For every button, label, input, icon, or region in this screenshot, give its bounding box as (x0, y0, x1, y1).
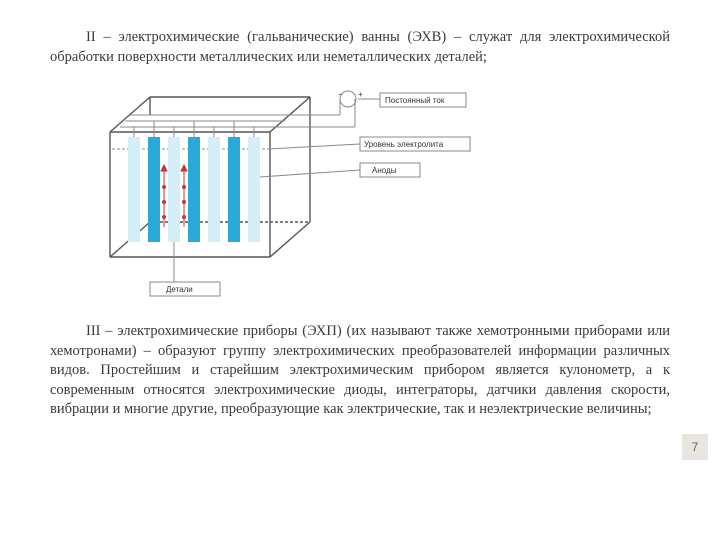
paragraph-1: II – электрохимические (гальванические) … (50, 28, 670, 67)
label-parts: Детали (166, 285, 193, 294)
svg-text:−: − (338, 90, 343, 99)
label-dc-source: Постоянный ток (385, 96, 445, 105)
label-electrolyte-level: Уровень электролита (364, 140, 444, 149)
label-anodes: Аноды (372, 166, 397, 175)
electrochemical-bath-diagram: − + Постоянный ток Уровень электролита А… (80, 77, 480, 312)
svg-text:+: + (358, 90, 363, 99)
paragraph-2: III – электрохимические приборы (ЭХП) (и… (50, 322, 670, 420)
page-number: 7 (682, 434, 708, 460)
